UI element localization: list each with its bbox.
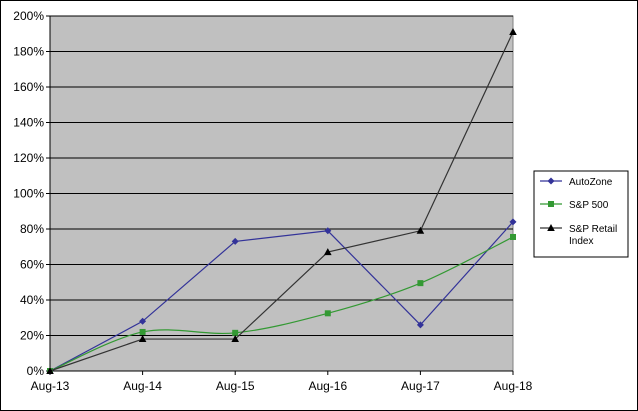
- y-tick-label: 40%: [20, 293, 44, 307]
- y-tick-label: 200%: [13, 9, 44, 23]
- y-tick-label: 180%: [13, 45, 44, 59]
- x-tick-label: Aug-17: [401, 379, 440, 393]
- x-tick-label: Aug-16: [308, 379, 347, 393]
- data-point: [140, 329, 146, 335]
- legend-label: S&P 500: [569, 200, 609, 211]
- data-point: [232, 330, 238, 336]
- y-tick-label: 20%: [20, 329, 44, 343]
- x-tick-label: Aug-15: [216, 379, 255, 393]
- y-tick-label: 140%: [13, 116, 44, 130]
- y-tick-label: 100%: [13, 187, 44, 201]
- y-tick-label: 80%: [20, 222, 44, 236]
- legend-marker: [548, 201, 554, 207]
- data-point: [417, 280, 423, 286]
- legend-label: AutoZone: [569, 177, 613, 188]
- y-tick-label: 160%: [13, 80, 44, 94]
- data-point: [325, 310, 331, 316]
- x-tick-label: Aug-14: [123, 379, 162, 393]
- x-tick-label: Aug-13: [31, 379, 70, 393]
- y-tick-label: 0%: [27, 364, 45, 378]
- y-tick-label: 60%: [20, 258, 44, 272]
- y-tick-label: 120%: [13, 151, 44, 165]
- x-tick-label: Aug-18: [494, 379, 533, 393]
- data-point: [510, 234, 516, 240]
